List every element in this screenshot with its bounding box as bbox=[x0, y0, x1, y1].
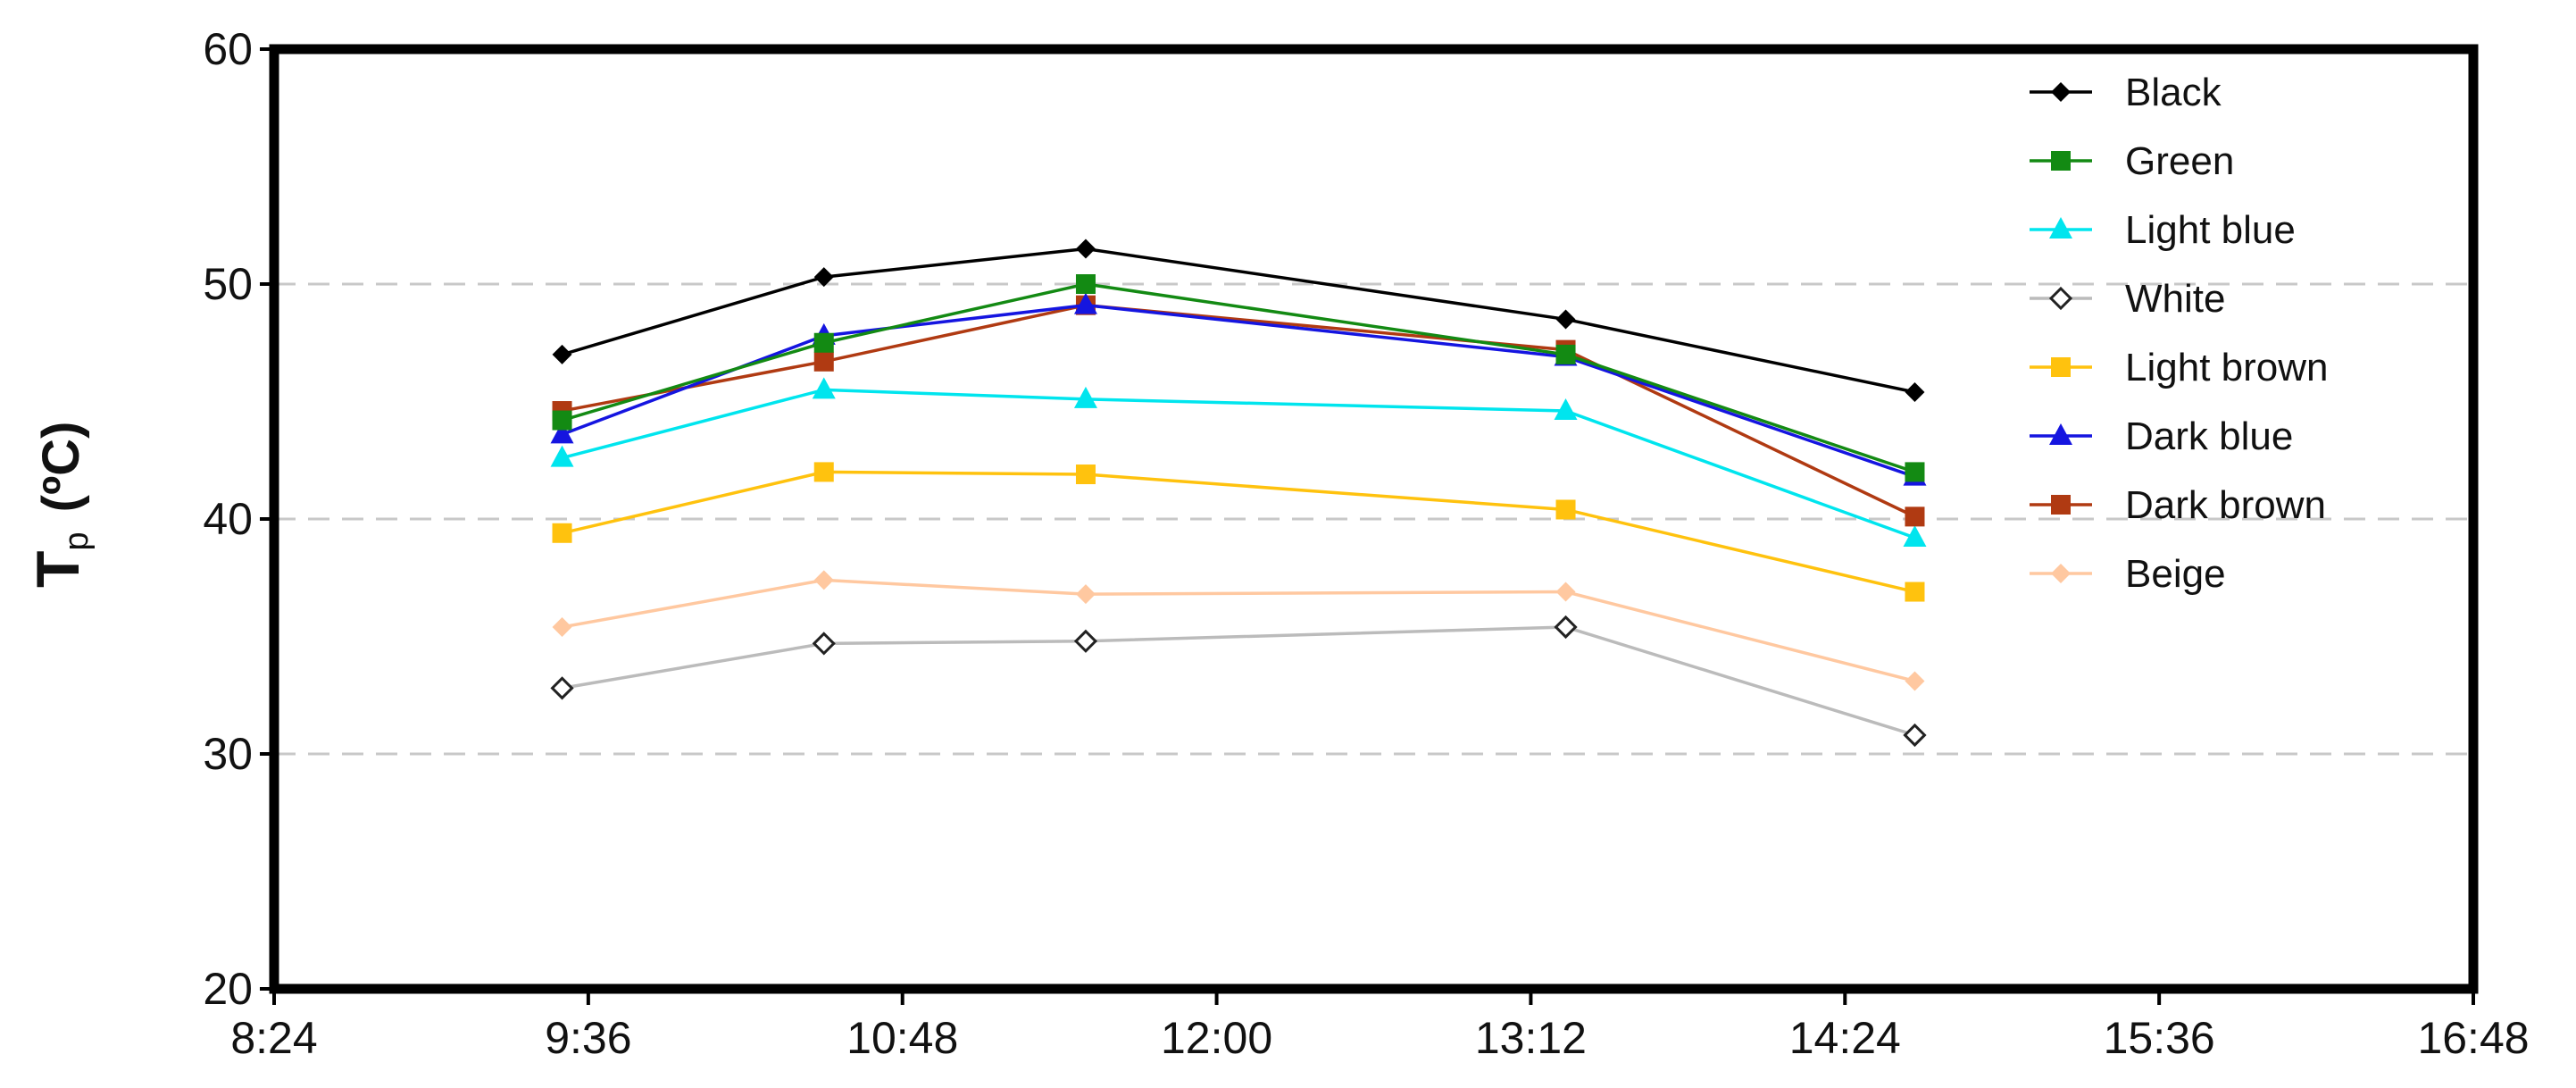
data-point-light-blue bbox=[1554, 398, 1578, 421]
data-point-light-blue bbox=[812, 377, 836, 399]
legend-item-dark-brown: Dark brown bbox=[2030, 483, 2326, 527]
data-point-light-brown bbox=[1075, 464, 1096, 485]
x-tick-label: 16:48 bbox=[2417, 1013, 2529, 1063]
x-tick-label: 12:00 bbox=[1161, 1013, 1272, 1063]
data-point-beige bbox=[552, 616, 572, 637]
legend-label: White bbox=[2125, 277, 2225, 321]
series-line-dark-blue bbox=[561, 303, 1916, 479]
x-tick-label: 10:48 bbox=[846, 1013, 958, 1063]
series-line-beige bbox=[562, 578, 1915, 683]
x-tick-label: 9:36 bbox=[545, 1013, 631, 1063]
legend-marker bbox=[2051, 564, 2071, 583]
legend-item-green: Green bbox=[2030, 139, 2234, 183]
legend-item-black: Black bbox=[2030, 71, 2222, 114]
data-point-dark-blue bbox=[1073, 292, 1097, 314]
legend-label: Light blue bbox=[2125, 208, 2296, 252]
data-point-black bbox=[813, 267, 834, 288]
series-line-light-blue bbox=[562, 388, 1916, 540]
svg-text:Tp(ºC): Tp (ºC) bbox=[24, 422, 96, 588]
legend-label: Light brown bbox=[2125, 346, 2328, 389]
data-point-white bbox=[1073, 629, 1098, 653]
y-axis-label-unit: (ºC) bbox=[32, 422, 90, 513]
data-point-light-brown bbox=[1905, 582, 1925, 602]
y-tick-label: 40 bbox=[203, 494, 253, 544]
series-black bbox=[552, 239, 1925, 402]
grid-lines bbox=[274, 282, 2473, 756]
y-axis-label: Tp (ºC) bbox=[24, 422, 96, 588]
legend-marker bbox=[2051, 151, 2071, 171]
data-point-white bbox=[1903, 723, 1927, 748]
legend-label: Dark brown bbox=[2125, 483, 2326, 527]
data-point-black bbox=[1075, 239, 1096, 259]
data-point-green bbox=[1075, 274, 1096, 294]
data-point-green bbox=[552, 410, 572, 431]
legend-marker bbox=[2051, 495, 2071, 515]
legend-item-light-blue: Light blue bbox=[2030, 208, 2296, 252]
data-point-dark-brown bbox=[813, 351, 834, 372]
x-tick-label: 15:36 bbox=[2104, 1013, 2215, 1063]
series-white bbox=[550, 615, 1927, 748]
data-point-white bbox=[550, 676, 574, 700]
data-point-light-brown bbox=[813, 462, 834, 482]
legend-item-beige: Beige bbox=[2030, 552, 2226, 596]
y-tick-label: 20 bbox=[203, 964, 253, 1014]
legend-marker bbox=[2049, 423, 2072, 445]
data-point-green bbox=[813, 332, 834, 353]
legend-item-dark-blue: Dark blue bbox=[2030, 414, 2293, 458]
data-point-dark-brown bbox=[1905, 506, 1925, 527]
data-point-black bbox=[1905, 381, 1925, 402]
x-tick-label: 8:24 bbox=[230, 1013, 317, 1063]
legend-item-white: White bbox=[2030, 277, 2225, 321]
data-point-light-brown bbox=[1555, 499, 1576, 520]
data-point-beige bbox=[1555, 582, 1576, 602]
data-point-dark-blue bbox=[550, 422, 574, 444]
legend-label: Green bbox=[2125, 139, 2234, 183]
data-point-beige bbox=[1905, 671, 1925, 691]
data-point-light-blue bbox=[550, 445, 574, 467]
series-dark-blue bbox=[550, 292, 1927, 486]
data-point-beige bbox=[813, 570, 834, 590]
y-tick-label: 50 bbox=[203, 259, 253, 309]
data-point-white bbox=[1554, 615, 1578, 640]
legend-marker bbox=[2051, 357, 2071, 377]
legend-marker bbox=[2048, 286, 2073, 311]
data-point-black bbox=[552, 344, 572, 364]
legend-marker bbox=[2049, 217, 2072, 239]
series-line-white bbox=[562, 625, 1915, 737]
y-tick-label: 60 bbox=[203, 24, 253, 74]
series-lines bbox=[550, 239, 1927, 748]
legend-item-light-brown: Light brown bbox=[2030, 346, 2328, 389]
data-point-black bbox=[1555, 309, 1576, 330]
data-point-light-brown bbox=[552, 523, 572, 543]
legend-label: Dark blue bbox=[2125, 414, 2293, 458]
legend: Black Green Light blue White Light brown Dark… bbox=[2030, 71, 2328, 596]
series-line-light-brown bbox=[562, 470, 1915, 594]
legend-label: Beige bbox=[2125, 552, 2226, 596]
x-tick-label: 14:24 bbox=[1789, 1013, 1901, 1063]
data-point-green bbox=[1905, 462, 1925, 482]
data-point-green bbox=[1555, 344, 1576, 364]
series-beige bbox=[552, 570, 1925, 691]
y-tick-label: 30 bbox=[203, 729, 253, 779]
x-tick-label: 13:12 bbox=[1475, 1013, 1587, 1063]
data-point-white bbox=[812, 632, 836, 656]
axes: 20 30 40 50 60 8:24 9:36 10:48 12:00 13:12 14:24 15… bbox=[203, 24, 2529, 1063]
legend-label: Black bbox=[2125, 71, 2222, 114]
series-green bbox=[552, 274, 1925, 482]
y-axis-label-main: T bbox=[24, 550, 92, 588]
series-light-blue bbox=[550, 377, 1927, 548]
series-light-brown bbox=[552, 462, 1925, 602]
legend-marker bbox=[2051, 82, 2071, 102]
data-point-beige bbox=[1075, 584, 1096, 605]
y-axis-label-subscript: p bbox=[58, 531, 96, 550]
series-line-green bbox=[562, 282, 1916, 474]
data-point-light-blue bbox=[1903, 525, 1927, 548]
data-point-light-blue bbox=[1073, 386, 1097, 408]
